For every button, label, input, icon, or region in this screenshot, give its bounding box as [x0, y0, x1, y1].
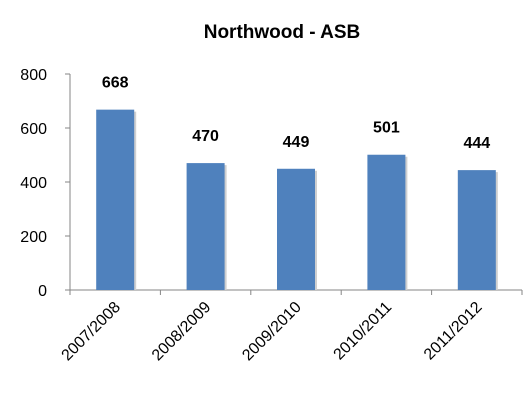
bar [367, 154, 406, 290]
x-tick-label: 2007/2008 [59, 299, 125, 365]
y-tick-label: 800 [20, 67, 47, 84]
y-tick-label: 600 [20, 121, 47, 138]
x-tick-label: 2009/2010 [239, 299, 305, 365]
bar [186, 163, 225, 290]
data-label: 449 [283, 134, 310, 151]
bar [277, 168, 315, 290]
y-axis: 0 200 400 600 800 [20, 67, 71, 300]
data-label: 444 [463, 135, 490, 152]
bars [96, 109, 498, 290]
x-axis: 2007/2008 2008/2009 2009/2010 2010/2011 2011… [59, 289, 523, 365]
data-label: 470 [192, 128, 219, 145]
bar [457, 170, 496, 290]
x-tick-label: 2010/2011 [331, 299, 396, 364]
bar [96, 109, 135, 290]
y-tick-label: 200 [20, 229, 47, 246]
data-label: 501 [373, 120, 400, 137]
x-tick-label: 2008/2009 [149, 299, 215, 365]
data-label: 668 [102, 75, 129, 92]
x-tick-label: 2011/2012 [421, 299, 486, 364]
y-tick-label: 0 [38, 283, 47, 300]
data-labels: 668 470 449 501 444 [102, 75, 490, 152]
y-tick-label: 400 [20, 175, 47, 192]
chart-title: Northwood - ASB [204, 22, 361, 43]
